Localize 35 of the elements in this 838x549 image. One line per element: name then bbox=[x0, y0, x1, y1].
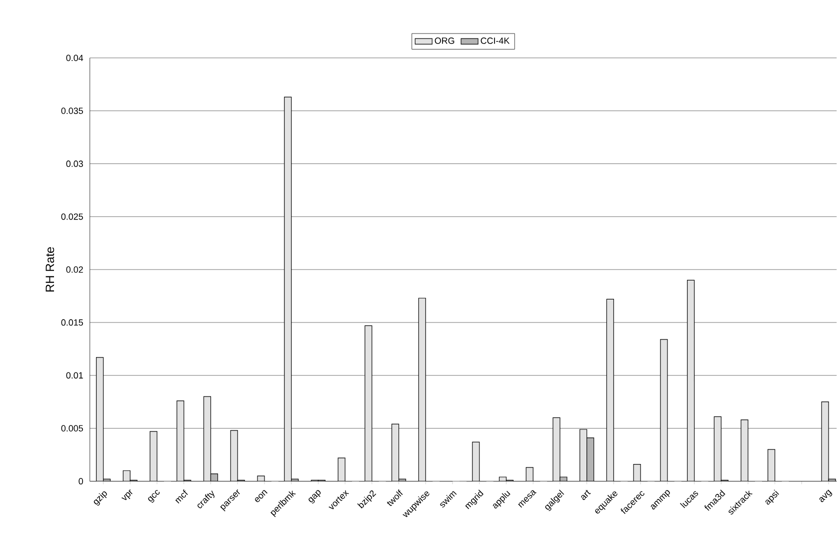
bar bbox=[230, 430, 238, 482]
bar bbox=[204, 396, 211, 482]
y-tick-label: 0.03 bbox=[66, 160, 83, 167]
y-tick-label: 0.035 bbox=[61, 108, 83, 114]
y-tick-label: 0 bbox=[78, 478, 84, 484]
bar bbox=[284, 97, 292, 482]
bar bbox=[176, 400, 184, 482]
y-tick-label: 0.005 bbox=[61, 425, 83, 432]
x-tick-label: gap bbox=[308, 490, 321, 504]
y-tick-label: 0.01 bbox=[66, 372, 83, 379]
legend-label: CCI-4K bbox=[480, 37, 510, 44]
bar bbox=[606, 299, 614, 482]
x-tick-label: gzip bbox=[94, 491, 107, 506]
x-tick-label: avg bbox=[819, 490, 832, 502]
legend-label: ORG bbox=[434, 37, 454, 44]
y-tick-label: 0.04 bbox=[66, 54, 84, 62]
bar bbox=[586, 438, 594, 482]
bar bbox=[687, 280, 694, 482]
y-tick-label: 0.025 bbox=[61, 213, 83, 220]
bar bbox=[821, 402, 829, 482]
bar bbox=[472, 442, 480, 482]
bar bbox=[392, 424, 399, 482]
y-axis-title: RH Rate bbox=[46, 247, 54, 292]
x-tick-label: art bbox=[581, 490, 591, 500]
x-tick-label: vpr bbox=[121, 489, 132, 500]
x-tick-label: gcc bbox=[148, 490, 160, 503]
y-tick-label: 0.015 bbox=[61, 319, 83, 326]
bar bbox=[714, 416, 722, 482]
bar bbox=[580, 429, 587, 482]
bar bbox=[418, 298, 426, 482]
bar bbox=[768, 449, 775, 482]
bar bbox=[96, 357, 104, 482]
y-tick-label: 0.02 bbox=[66, 266, 83, 273]
x-tick-label: eon bbox=[255, 490, 268, 502]
x-tick-label: mcf bbox=[175, 489, 188, 504]
